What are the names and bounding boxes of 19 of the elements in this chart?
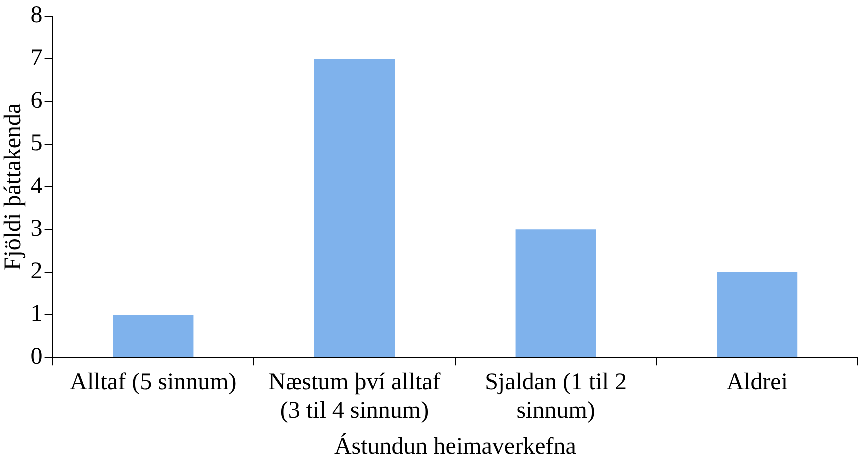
x-axis-title: Ástundun heimaverkefna	[334, 432, 577, 460]
y-tick-label: 3	[30, 216, 43, 242]
y-tick-label: 4	[30, 173, 43, 200]
x-tick-label: Aldrei	[726, 369, 788, 396]
x-tick-label: Alltaf (5 sinnum)	[70, 369, 237, 396]
y-tick-label: 5	[30, 130, 43, 157]
bar	[516, 230, 596, 358]
x-tick-label: Næstum því alltaf (3 til 4 sinnum)	[268, 369, 441, 424]
x-tick-label: Sjaldan (1 til 2 sinnum)	[485, 369, 628, 424]
bar	[717, 272, 798, 358]
y-axis-title: Fjöldi þáttakenda	[0, 103, 27, 271]
bar	[113, 314, 194, 358]
y-tick-label: 0	[30, 344, 43, 370]
y-tick-label: 6	[30, 88, 43, 114]
y-tick-label: 8	[30, 2, 43, 29]
y-tick-label: 2	[30, 258, 43, 285]
bar	[314, 59, 396, 358]
y-tick-label: 7	[30, 45, 43, 72]
y-tick-label: 1	[30, 301, 43, 328]
